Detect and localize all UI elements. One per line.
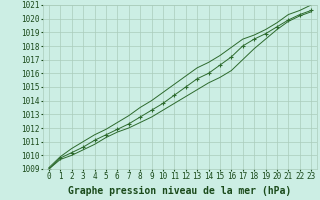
- X-axis label: Graphe pression niveau de la mer (hPa): Graphe pression niveau de la mer (hPa): [68, 186, 292, 196]
